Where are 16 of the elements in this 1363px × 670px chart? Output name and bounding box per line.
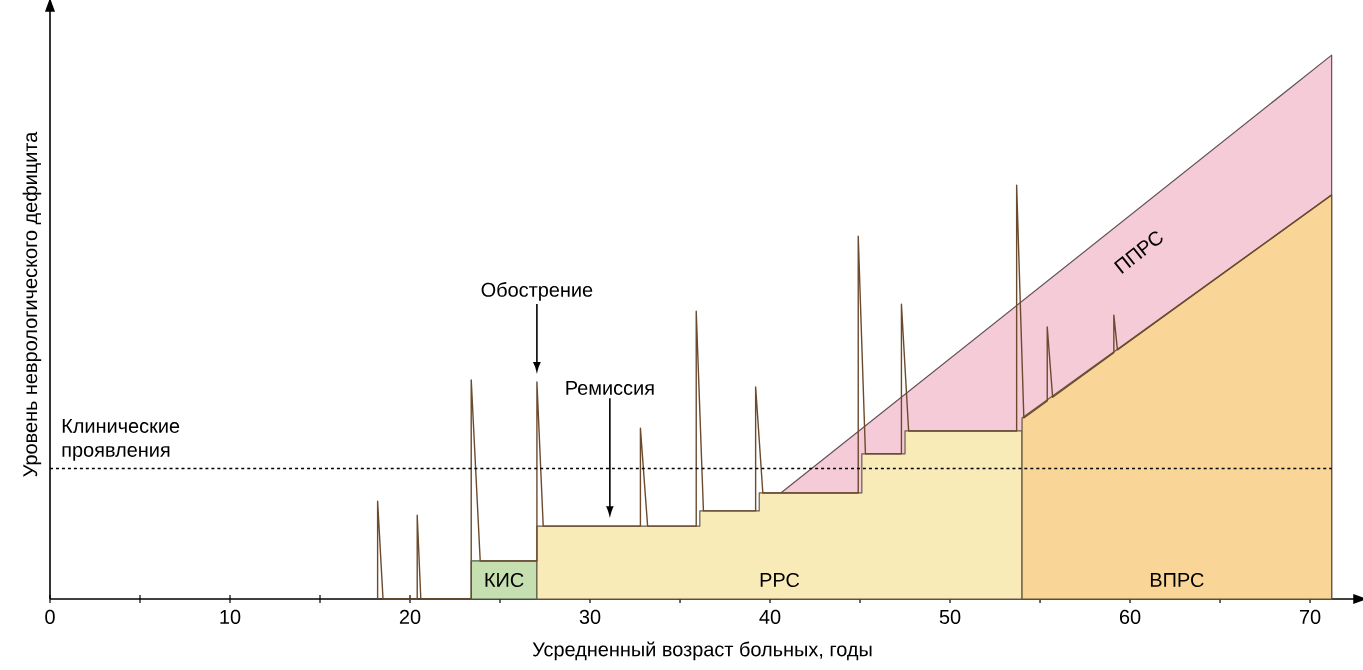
x-tick-label: 30 <box>579 609 601 624</box>
x-axis-title: Усредненный возраст больных, годы <box>532 641 872 661</box>
ref-line-label: Клинические проявления <box>62 419 180 461</box>
x-tick-label: 10 <box>220 609 241 624</box>
annotation: Обострение <box>481 282 593 301</box>
series-label: КИС <box>485 572 524 588</box>
x-tick-label: 70 <box>1299 609 1321 624</box>
series-label: ВПРС <box>1150 572 1204 588</box>
x-tick-label: 50 <box>939 609 961 624</box>
y-axis-title: Уровень неврологического дефицита <box>22 131 42 477</box>
x-tick-label: 40 <box>759 609 781 624</box>
x-tick-label: 60 <box>1119 609 1141 624</box>
annotation: Ремиссия <box>566 381 654 395</box>
x-tick-label: 0 <box>45 609 55 624</box>
series-label: РРС <box>760 572 800 588</box>
x-tick-label: 20 <box>399 609 421 624</box>
